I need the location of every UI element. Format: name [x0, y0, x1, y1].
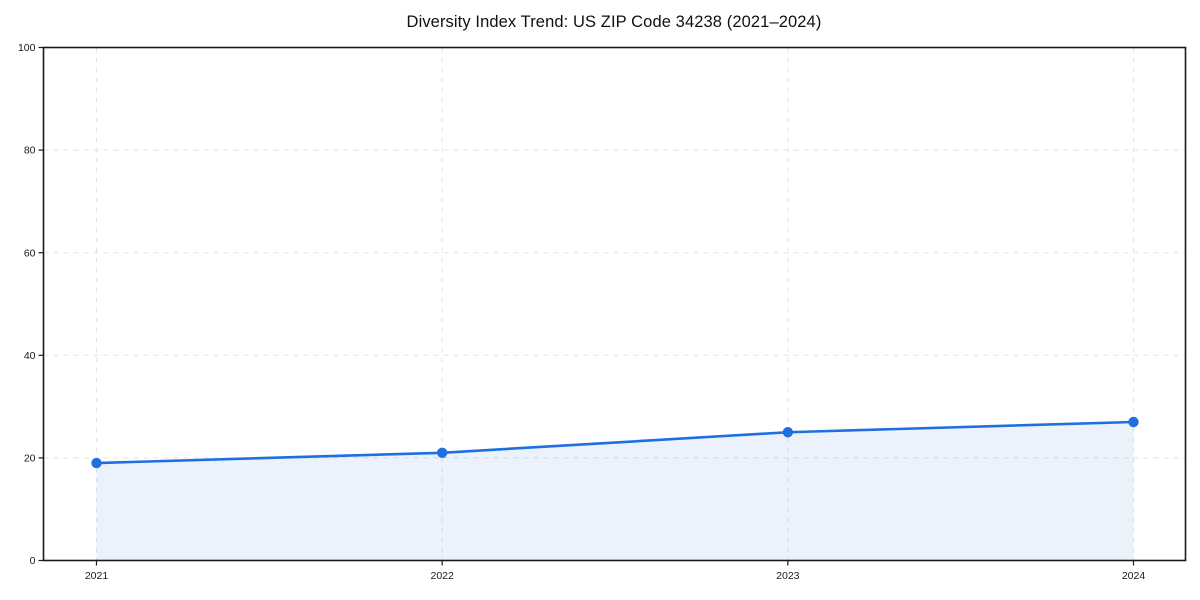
- x-tick-label: 2022: [430, 570, 454, 582]
- data-point-2023: [782, 427, 794, 438]
- y-tick-label: 60: [24, 247, 36, 259]
- x-tick-label: 2021: [85, 570, 109, 582]
- data-point-2022: [436, 447, 448, 458]
- y-tick-label: 100: [18, 42, 36, 54]
- y-tick-label: 40: [24, 350, 36, 362]
- y-tick-label: 80: [24, 145, 36, 157]
- plot-frame: [42, 46, 1187, 562]
- data-point-2021: [91, 457, 102, 469]
- chart-title: Diversity Index Trend: US ZIP Code 34238…: [406, 13, 822, 31]
- trend-line: [95, 420, 1135, 465]
- y-tick-label: 0: [30, 555, 36, 567]
- y-tick-label: 20: [24, 453, 36, 465]
- x-tick-label: 2024: [1122, 570, 1146, 582]
- data-point-2024: [1128, 416, 1139, 428]
- x-tick-label: 2023: [776, 570, 800, 582]
